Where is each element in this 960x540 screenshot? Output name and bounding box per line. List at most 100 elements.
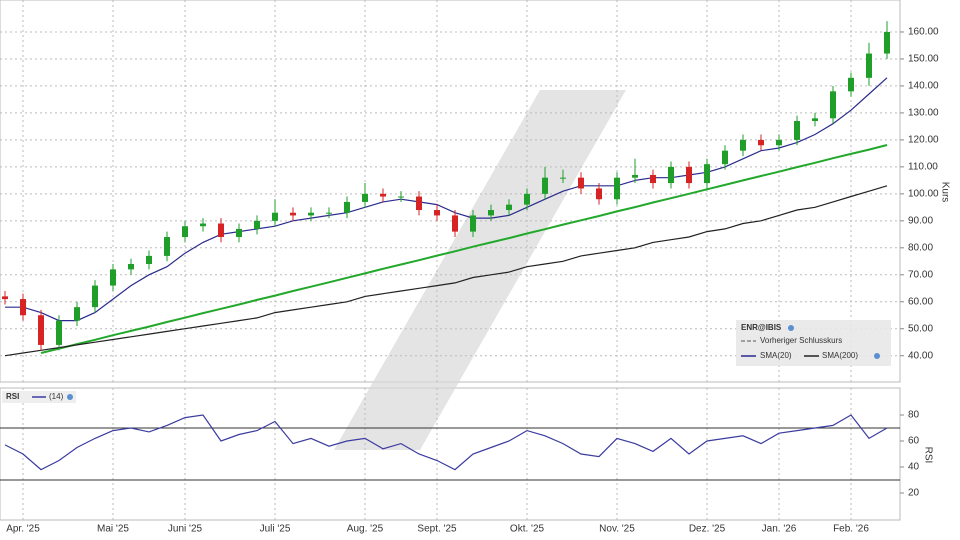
- rsi-title: RSI: [6, 392, 19, 401]
- candle-body: [326, 212, 332, 214]
- candle-body: [308, 212, 314, 216]
- candle-body: [38, 315, 44, 345]
- y-tick-label: 90.00: [908, 215, 933, 226]
- candle-body: [614, 177, 620, 200]
- y-tick-label: 60: [908, 436, 920, 447]
- y-tick-label: 20: [908, 488, 920, 499]
- candle-body: [74, 307, 80, 321]
- candle-body: [866, 53, 872, 78]
- watermark: [334, 90, 626, 450]
- candle-body: [794, 121, 800, 140]
- candle-body: [578, 177, 584, 189]
- candle-body: [884, 31, 890, 54]
- marks: [2, 21, 890, 471]
- y-tick-label: 160.00: [908, 27, 939, 38]
- x-tick-label: Okt. '25: [510, 524, 545, 535]
- x-tick-label: Jan. '26: [762, 524, 797, 535]
- sma-line: [5, 77, 888, 322]
- x-tick-label: Sept. '25: [417, 524, 457, 535]
- y-tick-label: 40.00: [908, 350, 933, 361]
- candle-body: [20, 299, 26, 316]
- rsi-axis-label: RSI: [922, 447, 933, 464]
- y-axis-label: Kurs: [939, 182, 950, 203]
- y-tick-label: 60.00: [908, 296, 933, 307]
- y-tick-label: 50.00: [908, 323, 933, 334]
- trendline: [40, 144, 888, 354]
- rsi-header: RSI (14): [2, 391, 76, 403]
- candle-body: [254, 220, 260, 229]
- legend-icon[interactable]: [788, 325, 794, 331]
- y-tick-label: 130.00: [908, 108, 939, 119]
- legend-label: SMA(20): [760, 351, 792, 360]
- candle-body: [722, 150, 728, 165]
- candle-body: [110, 269, 116, 286]
- candle-body: [740, 139, 746, 151]
- candle-body: [380, 193, 386, 197]
- y-tick-label: 120.00: [908, 135, 939, 146]
- y-tick-label: 70.00: [908, 269, 933, 280]
- x-tick-label: Juni '25: [168, 524, 203, 535]
- candle-body: [272, 212, 278, 221]
- legend-label: SMA(200): [822, 351, 858, 360]
- candle-body: [506, 204, 512, 211]
- candle-body: [452, 215, 458, 232]
- x-tick-label: Mai '25: [97, 524, 129, 535]
- candle-body: [164, 237, 170, 256]
- candle-body: [290, 212, 296, 216]
- candle-body: [182, 226, 188, 238]
- candle-body: [776, 139, 782, 146]
- candle-body: [812, 118, 818, 122]
- candle-body: [488, 210, 494, 216]
- sma-line: [4, 185, 888, 357]
- candle-body: [686, 166, 692, 184]
- rsi-line: [4, 414, 888, 471]
- candle-body: [596, 188, 602, 200]
- x-tick-label: Juli '25: [260, 524, 291, 535]
- legend-title: ENR@IBIS: [741, 323, 782, 332]
- y-tick-label: 100.00: [908, 188, 939, 199]
- legend-icon[interactable]: [67, 394, 73, 400]
- candle-body: [398, 196, 404, 198]
- y-tick-label: 40: [908, 462, 920, 473]
- candle-body: [650, 174, 656, 184]
- y-tick-label: 80.00: [908, 242, 933, 253]
- candle-body: [200, 223, 206, 227]
- candle-body: [848, 77, 854, 92]
- candle-body: [524, 193, 530, 205]
- candle-body: [344, 201, 350, 213]
- legend-box: [736, 320, 891, 366]
- candle-body: [542, 177, 548, 194]
- x-tick-label: Nov. '25: [599, 524, 635, 535]
- candle-body: [128, 263, 134, 270]
- y-tick-label: 110.00: [908, 162, 938, 173]
- y-tick-label: 80: [908, 410, 920, 421]
- x-tick-label: Feb. '26: [833, 524, 869, 535]
- candle-body: [416, 196, 422, 211]
- y-tick-label: 140.00: [908, 81, 939, 92]
- y-tick-label: 150.00: [908, 54, 939, 65]
- candle-body: [704, 164, 710, 184]
- rsi-panel: [0, 387, 901, 521]
- candle-body: [362, 193, 368, 202]
- legend: ENR@IBIS Vorheriger Schlusskurs SMA(20) …: [736, 320, 891, 366]
- candle-body: [632, 174, 638, 178]
- legend-label: (14): [49, 392, 64, 401]
- candle-body: [470, 215, 476, 232]
- x-tick-label: Dez. '25: [689, 524, 726, 535]
- candle-body: [146, 255, 152, 264]
- candle-body: [56, 320, 62, 345]
- candle-body: [560, 177, 566, 179]
- legend-icon[interactable]: [874, 353, 880, 359]
- candle-body: [758, 139, 764, 146]
- candle-body: [830, 91, 836, 119]
- candle-body: [2, 296, 8, 300]
- candle-body: [668, 166, 674, 184]
- candle-body: [236, 228, 242, 238]
- candle-body: [434, 210, 440, 216]
- candle-body: [92, 285, 98, 308]
- x-tick-label: Apr. '25: [6, 524, 40, 535]
- x-tick-label: Aug. '25: [347, 524, 384, 535]
- legend-label: Vorheriger Schlusskurs: [760, 336, 842, 345]
- candle-body: [218, 223, 224, 238]
